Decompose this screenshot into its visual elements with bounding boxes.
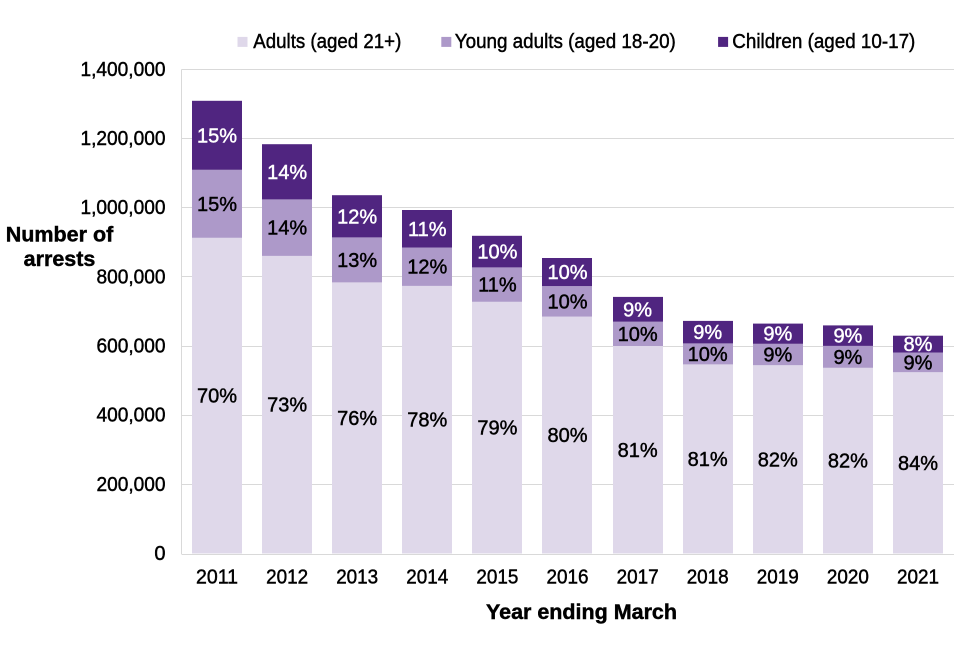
svg-text:400,000: 400,000 (97, 405, 166, 427)
svg-text:2017: 2017 (617, 566, 659, 588)
svg-text:2014: 2014 (406, 566, 448, 588)
svg-text:14%: 14% (267, 218, 307, 240)
svg-text:1,000,000: 1,000,000 (81, 197, 166, 219)
svg-text:79%: 79% (477, 418, 517, 440)
svg-text:2015: 2015 (476, 566, 518, 588)
svg-text:Number of: Number of (6, 222, 114, 246)
svg-text:2011: 2011 (196, 566, 238, 588)
svg-text:82%: 82% (758, 449, 798, 471)
svg-text:Year ending March: Year ending March (486, 600, 677, 624)
svg-text:76%: 76% (337, 408, 377, 430)
svg-text:9%: 9% (763, 324, 792, 346)
svg-text:2012: 2012 (266, 566, 308, 588)
svg-text:10%: 10% (547, 262, 587, 284)
svg-text:78%: 78% (407, 410, 447, 432)
svg-text:2013: 2013 (336, 566, 378, 588)
svg-text:15%: 15% (197, 194, 237, 216)
svg-text:9%: 9% (833, 326, 862, 348)
svg-text:84%: 84% (898, 453, 938, 475)
svg-text:73%: 73% (267, 395, 307, 417)
svg-text:10%: 10% (688, 344, 728, 366)
svg-text:1,400,000: 1,400,000 (81, 59, 166, 81)
svg-text:Adults (aged 21+): Adults (aged 21+) (253, 31, 401, 53)
svg-text:2016: 2016 (547, 566, 589, 588)
svg-text:81%: 81% (688, 449, 728, 471)
svg-text:9%: 9% (623, 299, 652, 321)
svg-text:14%: 14% (267, 162, 307, 184)
svg-text:Young adults (aged 18-20): Young adults (aged 18-20) (455, 31, 676, 53)
svg-text:arrests: arrests (24, 247, 96, 271)
svg-text:600,000: 600,000 (97, 336, 166, 358)
svg-text:12%: 12% (337, 206, 377, 228)
svg-text:12%: 12% (407, 257, 447, 279)
svg-text:9%: 9% (904, 352, 933, 374)
svg-text:800,000: 800,000 (97, 266, 166, 288)
svg-text:15%: 15% (197, 125, 237, 147)
svg-text:10%: 10% (547, 291, 587, 313)
svg-text:200,000: 200,000 (97, 474, 166, 496)
svg-text:0: 0 (154, 543, 165, 565)
svg-text:2021: 2021 (897, 566, 939, 588)
svg-text:10%: 10% (618, 324, 658, 346)
svg-text:2020: 2020 (827, 566, 869, 588)
svg-text:1,200,000: 1,200,000 (81, 128, 166, 150)
svg-text:80%: 80% (547, 425, 587, 447)
svg-text:8%: 8% (904, 334, 933, 356)
svg-text:10%: 10% (477, 242, 517, 264)
svg-text:70%: 70% (197, 386, 237, 408)
svg-text:Children (aged 10-17): Children (aged 10-17) (732, 31, 915, 53)
svg-text:81%: 81% (618, 440, 658, 462)
svg-text:9%: 9% (763, 345, 792, 367)
svg-text:13%: 13% (337, 250, 377, 272)
svg-text:82%: 82% (828, 451, 868, 473)
svg-text:2019: 2019 (757, 566, 799, 588)
svg-text:11%: 11% (478, 275, 517, 297)
svg-text:2018: 2018 (687, 566, 729, 588)
svg-text:9%: 9% (833, 347, 862, 369)
svg-text:9%: 9% (693, 322, 722, 344)
svg-text:11%: 11% (408, 219, 447, 241)
